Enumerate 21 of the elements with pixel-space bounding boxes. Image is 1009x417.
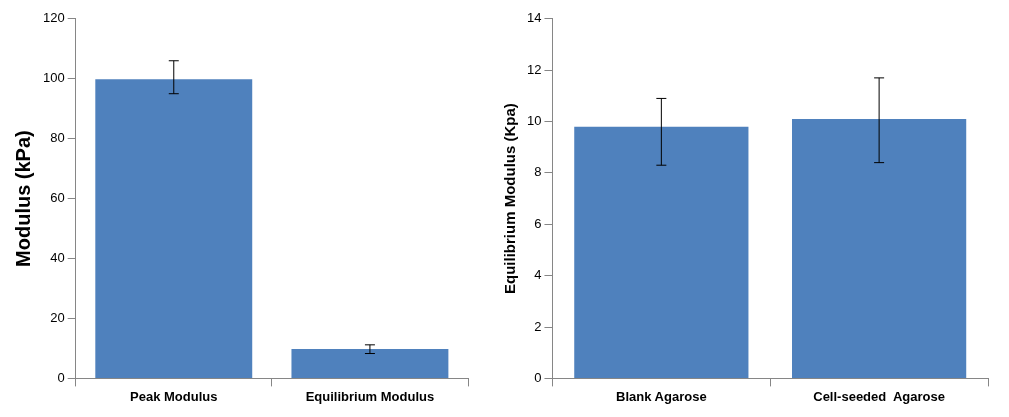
y-tick-label: 10 (526, 113, 542, 129)
y-tick-label: 60 (50, 190, 65, 206)
x-tick-label: Blank Agarose (616, 388, 707, 404)
y-axis-title: Modulus (kPa) (11, 130, 34, 267)
y-tick-label: 6 (534, 215, 542, 231)
x-tick-label: Cell-seeded Agarose (813, 388, 945, 404)
y-tick-label: 2 (534, 318, 542, 334)
y-tick-label: 14 (526, 10, 542, 26)
y-tick-label: 4 (534, 267, 542, 283)
x-tick-label: Peak Modulus (130, 388, 218, 404)
x-tick-label: Equilibrium Modulus (305, 388, 435, 404)
y-tick-label: 20 (50, 310, 65, 326)
y-tick-label: 8 (534, 164, 542, 180)
y-tick-label: 0 (534, 369, 542, 385)
y-tick-label: 100 (42, 70, 65, 86)
y-tick-label: 40 (50, 250, 65, 266)
y-tick-label: 120 (42, 10, 65, 26)
y-tick-label: 80 (50, 130, 65, 146)
y-axis-title: Equilibrium Modulus (Kpa) (501, 103, 519, 295)
y-tick-label: 12 (526, 61, 542, 77)
y-tick-label: 0 (57, 369, 65, 385)
